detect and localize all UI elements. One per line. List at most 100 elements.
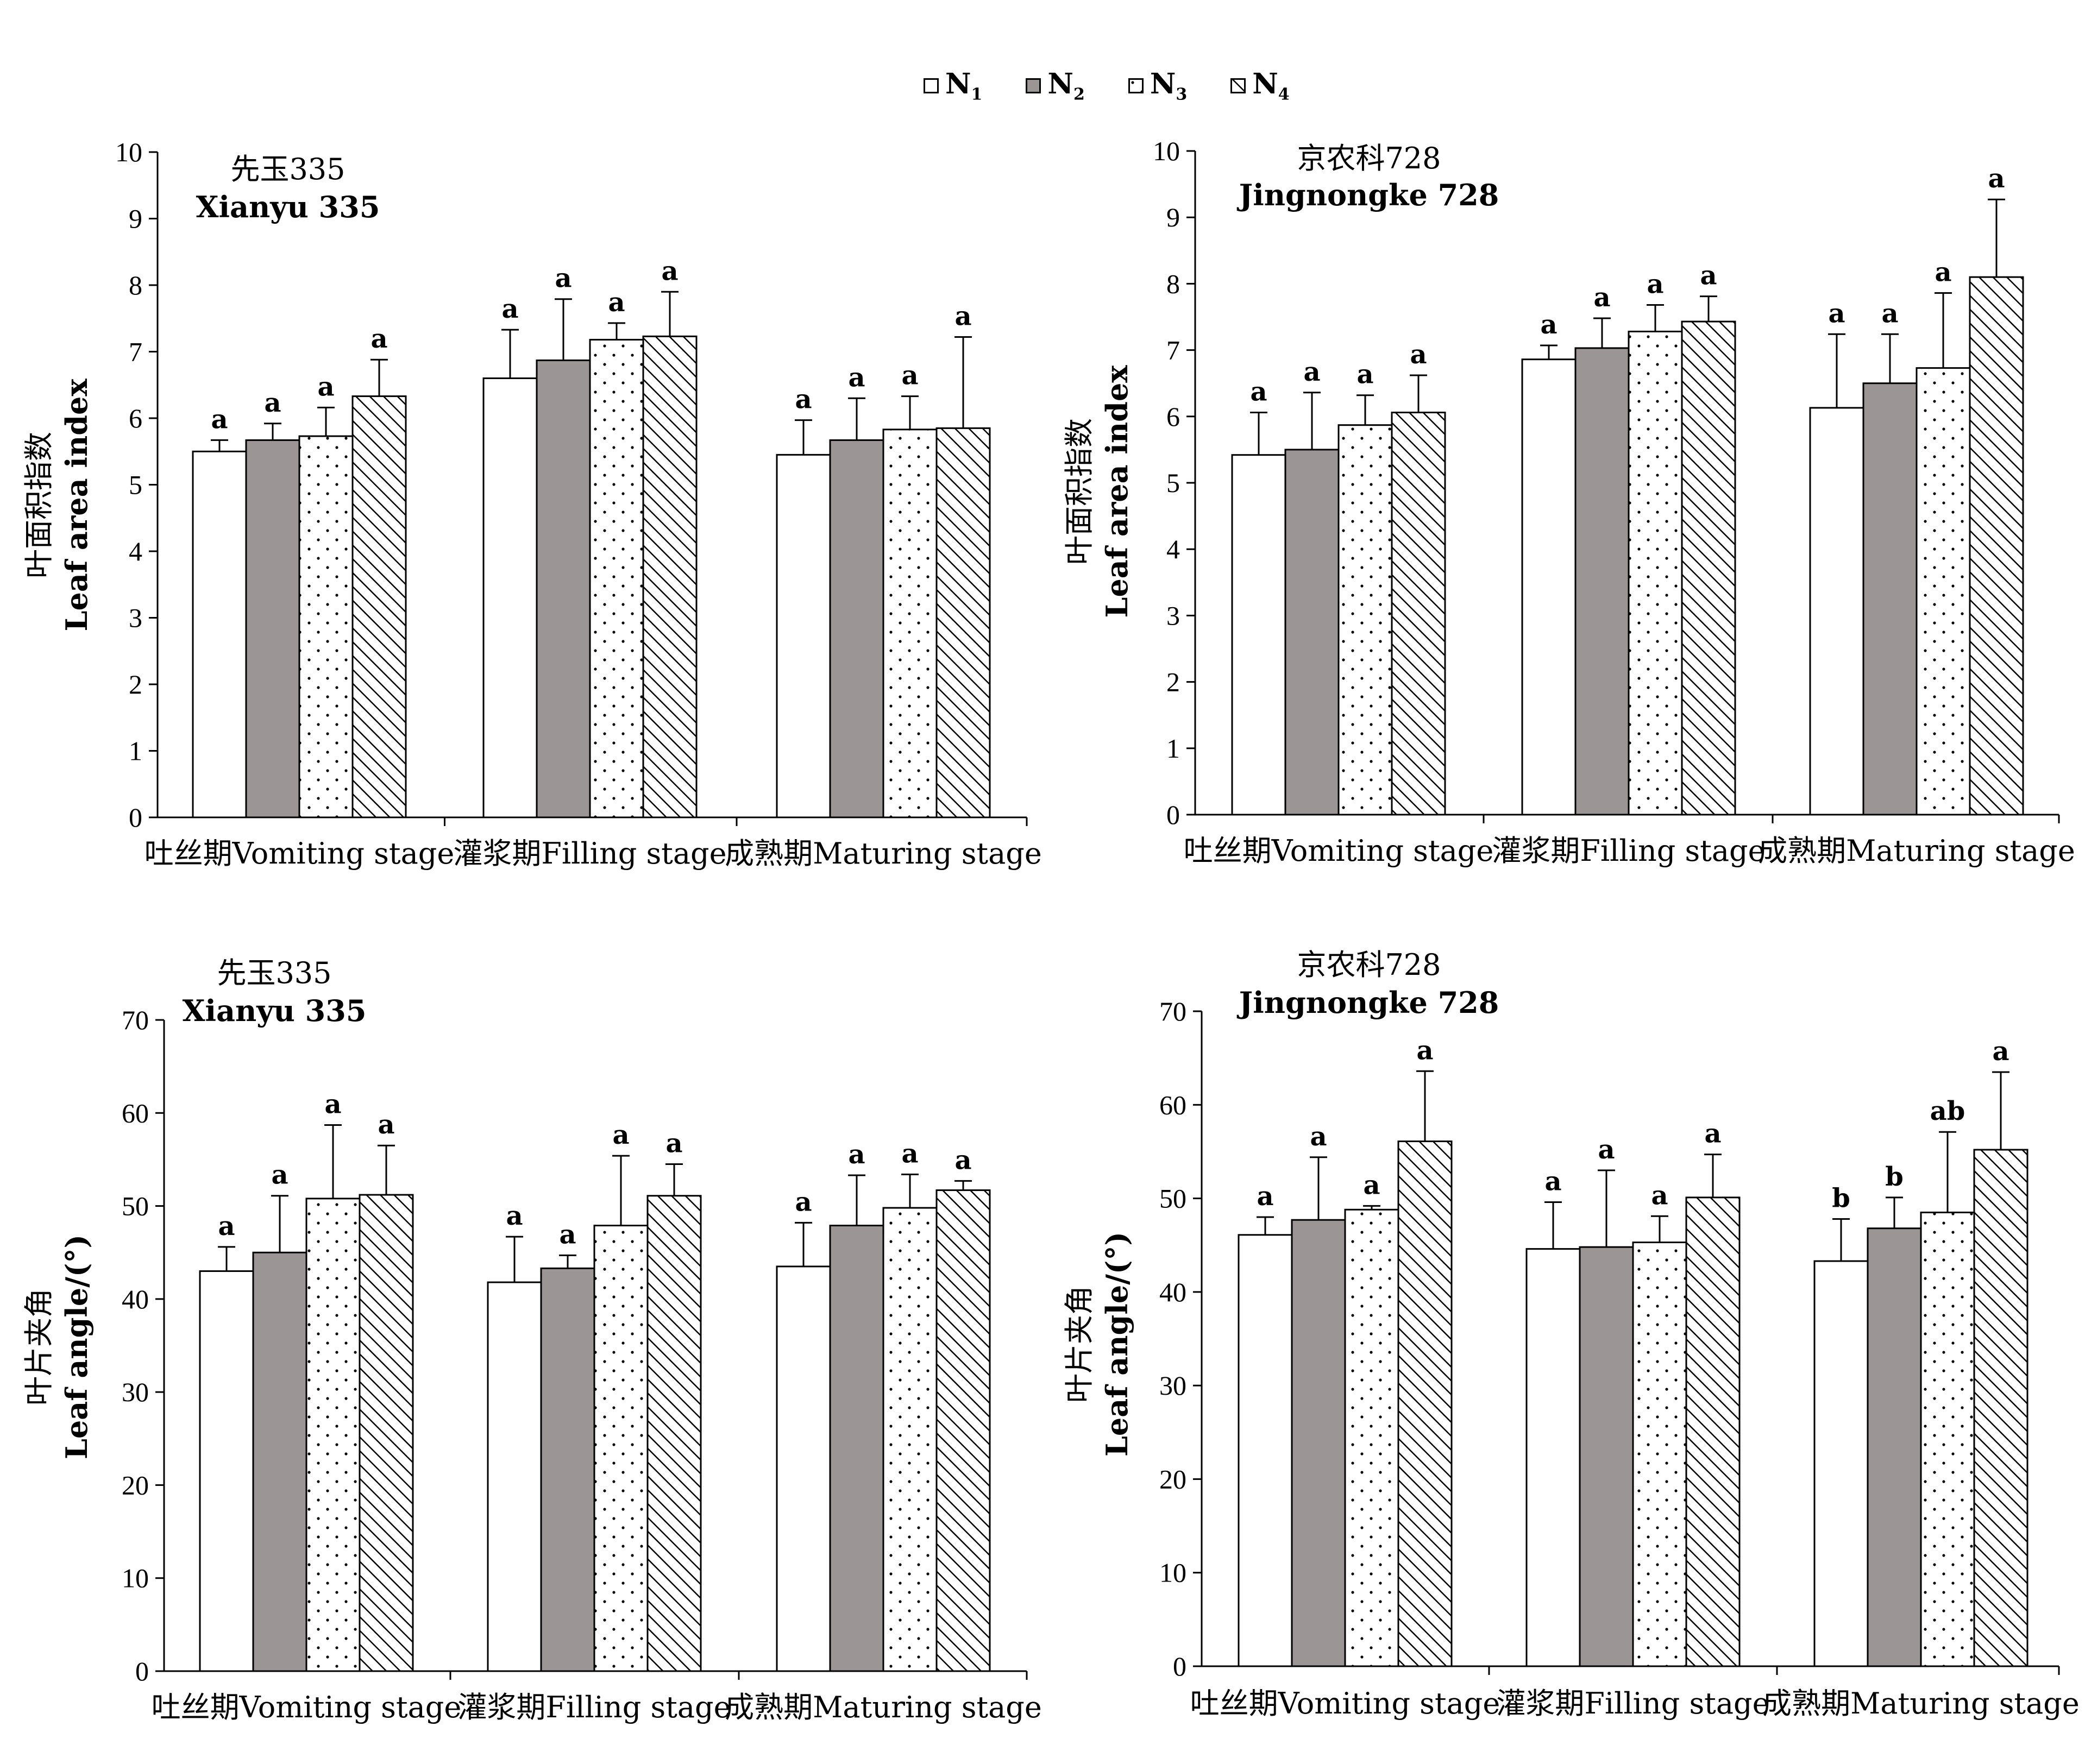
significance-letter: a — [317, 371, 334, 402]
bar-n3 — [1344, 1208, 1399, 1667]
significance-letter: a — [218, 1211, 235, 1242]
bar-n3 — [305, 1198, 361, 1672]
bar-n4 — [642, 335, 698, 818]
y-axis-label-cn: 叶面积指数 — [22, 432, 56, 578]
significance-letter: a — [1540, 310, 1557, 340]
bar-n1 — [1525, 1248, 1581, 1667]
bar-n3 — [1920, 1211, 1975, 1667]
significance-letter: a — [1704, 1119, 1721, 1149]
y-tick-label: 5 — [129, 470, 142, 500]
significance-letter: a — [661, 256, 678, 286]
significance-letter: a — [1651, 1180, 1668, 1211]
chart-angle-jingnongke: 0 10 20 30 40 50 60 70 吐丝期Vomiting stage灌浆期Filli… — [1062, 948, 2080, 1721]
significance-letter: a — [501, 294, 518, 324]
chart-angle-xianyu: 0 10 20 30 40 50 60 70 吐丝期Vomiting stage灌浆期Filli… — [22, 956, 1042, 1724]
bar-n1 — [192, 450, 247, 818]
chart-title-cn: 先玉335 — [217, 956, 331, 990]
y-tick-label: 0 — [129, 802, 142, 833]
y-tick-label: 8 — [1166, 268, 1180, 299]
bar-n3 — [1337, 424, 1393, 816]
legend-swatch-n2 — [1026, 78, 1041, 93]
bar-n4 — [359, 1194, 414, 1672]
bar-n2 — [252, 1251, 307, 1672]
bar-n4 — [1391, 411, 1446, 816]
category-label: 灌浆期Filling stage — [1496, 1686, 1769, 1721]
significance-letter: a — [1310, 1122, 1327, 1152]
y-tick-label: 2 — [129, 669, 142, 700]
y-tick-label: 10 — [1159, 1558, 1186, 1588]
category-label: 成熟期Maturing stage — [725, 836, 1042, 871]
y-tick-label: 60 — [1159, 1089, 1186, 1120]
bar-n2 — [1284, 449, 1340, 816]
y-tick-label: 40 — [122, 1284, 149, 1314]
bar-n1 — [776, 1265, 831, 1672]
significance-letter: a — [848, 362, 865, 393]
legend-swatch-n3 — [1128, 78, 1144, 93]
bar-n2 — [1574, 347, 1630, 816]
y-tick-label: 5 — [1166, 468, 1180, 498]
bar-n4 — [935, 1189, 991, 1672]
y-axis-label-en: Leaf area index — [1100, 365, 1134, 618]
significance-letter: a — [271, 1160, 288, 1190]
chart-title-en: Xianyu 335 — [196, 190, 380, 224]
bar-n4 — [646, 1195, 702, 1672]
bar-n3 — [1628, 330, 1683, 816]
y-tick-label: 30 — [1159, 1370, 1186, 1401]
category-label: 吐丝期Vomiting stage — [1190, 1686, 1500, 1721]
bar-n3 — [589, 338, 644, 818]
bar-n1 — [487, 1281, 542, 1672]
significance-letter: a — [1647, 269, 1663, 300]
y-tick-label: 6 — [129, 403, 142, 433]
significance-letter: a — [1356, 360, 1373, 390]
bar-n3 — [882, 1207, 938, 1672]
significance-letter: a — [555, 263, 572, 294]
bar-n1 — [1238, 1234, 1293, 1667]
legend-item-n4: N4 — [1230, 67, 1290, 104]
significance-letter: a — [559, 1219, 576, 1250]
significance-letter: a — [1250, 376, 1267, 407]
y-tick-label: 2 — [1166, 667, 1180, 697]
significance-letter: a — [901, 361, 918, 391]
bar-n2 — [1867, 1227, 1922, 1667]
y-tick-label: 20 — [1159, 1464, 1186, 1494]
chart-title-en: Xianyu 335 — [183, 993, 367, 1028]
y-tick-label: 0 — [1173, 1651, 1186, 1681]
bar-n4 — [351, 395, 407, 818]
y-tick-label: 3 — [1166, 600, 1180, 631]
y-tick-label: 4 — [1166, 534, 1180, 564]
bar-n3 — [593, 1225, 649, 1672]
significance-letter: a — [378, 1110, 394, 1140]
significance-letter: ab — [1930, 1096, 1965, 1126]
bar-n2 — [536, 359, 591, 818]
y-tick-label: 10 — [1153, 136, 1180, 166]
bar-n1 — [1813, 1260, 1869, 1667]
bar-n2 — [1291, 1219, 1346, 1667]
y-tick-label: 9 — [129, 204, 142, 234]
significance-letter: a — [1935, 257, 1951, 288]
significance-letter: a — [795, 1187, 812, 1217]
significance-letter: a — [1598, 1135, 1615, 1165]
category-label: 成熟期Maturing stage — [725, 1690, 1042, 1724]
significance-letter: a — [1593, 282, 1610, 313]
bar-n2 — [540, 1267, 595, 1672]
y-axis-label-cn: 叶面积指数 — [1062, 418, 1096, 565]
significance-letter: a — [612, 1120, 629, 1150]
significance-letter: a — [1303, 357, 1320, 387]
category-label: 成熟期Maturing stage — [1762, 1686, 2080, 1721]
significance-letter: a — [954, 1145, 971, 1175]
y-tick-label: 4 — [129, 536, 142, 566]
bar-n1 — [199, 1270, 254, 1672]
significance-letter: a — [1700, 261, 1717, 291]
bar-n4 — [1973, 1149, 2029, 1667]
chart-title-cn: 京农科728 — [1297, 948, 1441, 982]
y-axis-label-cn: 叶片夹角 — [22, 1288, 56, 1406]
significance-letter: a — [954, 301, 971, 332]
bar-n2 — [245, 439, 300, 818]
y-tick-label: 1 — [1166, 733, 1180, 764]
y-tick-label: 0 — [135, 1656, 149, 1686]
y-tick-label: 50 — [122, 1191, 149, 1221]
significance-letter: a — [795, 385, 812, 415]
legend-swatch-n1 — [924, 78, 939, 93]
legend-label-n1: N1 — [945, 67, 983, 104]
